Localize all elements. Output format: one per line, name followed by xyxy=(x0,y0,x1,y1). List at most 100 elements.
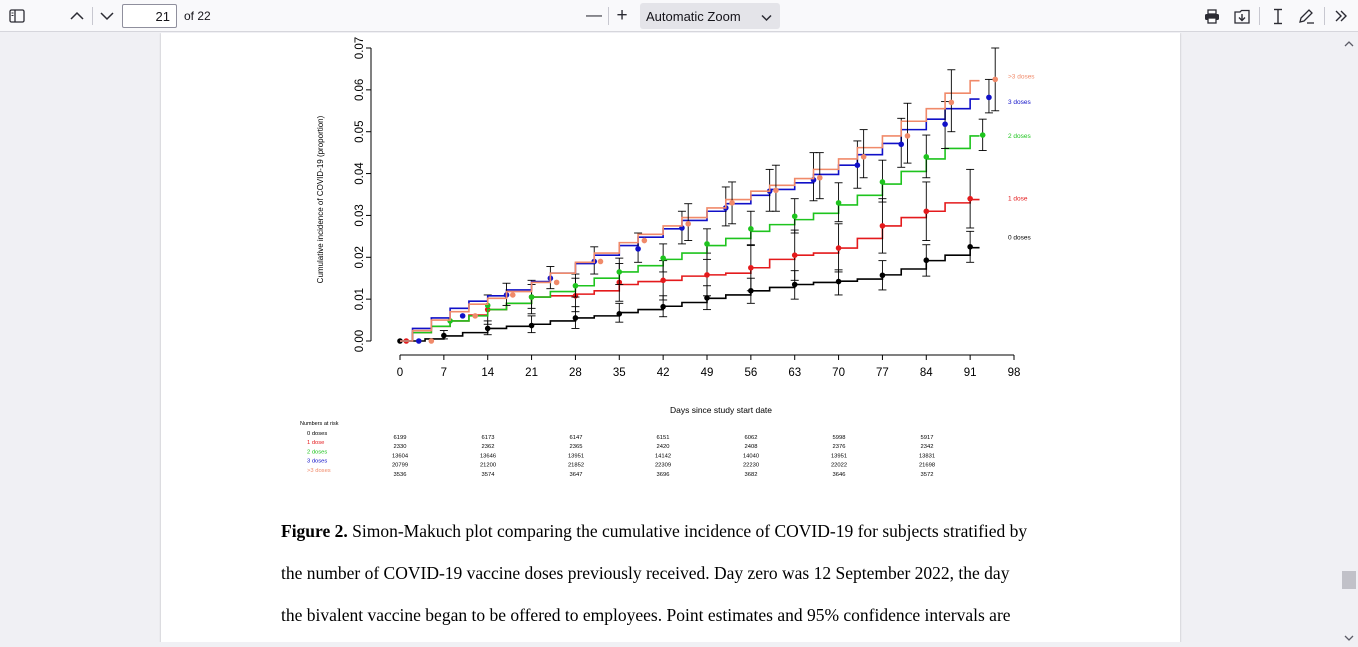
numbers-at-risk-table: Numbers at risk 0 doses 6199 6173 6147 6151 60… xyxy=(300,421,935,478)
data-point xyxy=(791,281,798,288)
data-point xyxy=(472,313,478,319)
print-icon[interactable] xyxy=(1201,4,1223,28)
x-tick-label: 63 xyxy=(788,367,801,379)
pdf-page: 0 7 14 21 28 35 42 49 56 63 70 77 84 91 98 0.00 0.01 0.02… xyxy=(161,33,1180,642)
series-step-line xyxy=(400,135,980,342)
series-step-line xyxy=(400,246,980,342)
y-tick-label: 0.03 xyxy=(354,204,366,226)
zoom-select[interactable]: Automatic Zoom xyxy=(640,3,780,29)
download-icon[interactable] xyxy=(1231,4,1253,28)
data-point xyxy=(835,278,842,285)
more-tools-icon[interactable] xyxy=(1330,4,1352,28)
scroll-down-icon[interactable] xyxy=(1344,629,1354,647)
risk-row-value: 3572 xyxy=(921,472,934,478)
risk-row-label: 0 doses xyxy=(307,431,327,437)
risk-row-value: 6151 xyxy=(657,435,670,441)
scroll-up-icon[interactable] xyxy=(1344,35,1354,53)
risk-row-label: 2 doses xyxy=(307,449,327,455)
y-tick-label: 0.07 xyxy=(354,37,366,59)
data-point xyxy=(704,295,710,301)
data-point xyxy=(860,154,867,160)
risk-row-value: 3696 xyxy=(657,472,670,478)
series-label: 3 doses xyxy=(1008,99,1032,106)
risk-row-value: 2408 xyxy=(745,444,758,450)
y-tick-label: 0.06 xyxy=(354,79,366,101)
chevron-down-icon xyxy=(761,10,772,25)
caption-line-1-text: Simon-Makuch plot comparing the cumulati… xyxy=(347,521,1028,541)
data-point xyxy=(879,272,886,279)
risk-row-value: 3646 xyxy=(833,472,846,478)
data-point xyxy=(660,255,666,261)
risk-row-value: 22022 xyxy=(831,463,847,469)
data-point xyxy=(942,121,948,127)
draw-tool-icon[interactable] xyxy=(1295,4,1317,28)
x-tick-label: 14 xyxy=(481,367,494,379)
y-tick-label: 0.05 xyxy=(354,121,366,143)
data-point xyxy=(948,99,955,106)
previous-page-icon[interactable] xyxy=(66,4,88,28)
caption-label: Figure 2. xyxy=(281,521,348,541)
data-point xyxy=(597,258,604,265)
sidebar-toggle-icon[interactable] xyxy=(6,4,28,28)
data-point xyxy=(904,133,911,139)
toolbar-divider xyxy=(608,7,609,25)
vertical-scrollbar[interactable] xyxy=(1340,33,1358,642)
risk-row-value: 21200 xyxy=(480,463,496,469)
data-point xyxy=(415,338,422,344)
risk-row-value: 3574 xyxy=(482,472,496,478)
data-point xyxy=(748,264,754,271)
caption-line-3: the bivalent vaccine began to be offered… xyxy=(281,605,1011,625)
risk-row-value: 13951 xyxy=(568,453,584,459)
risk-row-value: 21698 xyxy=(919,463,935,469)
risk-row-value: 13831 xyxy=(919,453,935,459)
page-number-input[interactable] xyxy=(122,4,177,28)
zoom-in-button[interactable]: + xyxy=(616,5,628,26)
risk-row-value: 2376 xyxy=(833,444,846,450)
risk-row-value: 2330 xyxy=(394,444,407,450)
x-tick-label: 49 xyxy=(701,367,714,379)
toolbar-divider xyxy=(1259,7,1260,25)
caption-line-2: the number of COVID-19 vaccine doses pre… xyxy=(281,563,1010,583)
x-tick-label: 98 xyxy=(1008,367,1021,379)
y-tick-label: 0.04 xyxy=(354,162,366,185)
zoom-out-button[interactable]: — xyxy=(586,7,602,24)
data-point xyxy=(879,179,886,185)
data-point xyxy=(685,221,692,227)
risk-row-value: 6173 xyxy=(482,435,495,441)
risk-row-value: 14142 xyxy=(655,453,671,459)
y-tick-label: 0.02 xyxy=(354,246,366,268)
risk-row-value: 6147 xyxy=(570,435,583,441)
risk-row-value: 20799 xyxy=(392,463,408,469)
risk-row-value: 5917 xyxy=(921,435,934,441)
series-label: >3 doses xyxy=(1008,74,1035,81)
data-point xyxy=(773,187,779,194)
risk-row-label: >3 doses xyxy=(307,468,331,474)
data-point xyxy=(967,195,973,202)
toolbar-divider xyxy=(1324,7,1325,25)
series-0-doses: 0 doses xyxy=(397,230,1032,344)
y-tick-label: 0.00 xyxy=(354,330,366,352)
x-tick-label: 70 xyxy=(832,367,845,379)
data-point xyxy=(967,244,973,250)
text-tool-icon[interactable] xyxy=(1268,4,1288,28)
data-point xyxy=(635,246,641,252)
risk-row-value: 22309 xyxy=(655,463,671,469)
x-tick-label: 21 xyxy=(525,367,538,379)
data-point xyxy=(979,132,986,138)
data-point xyxy=(879,223,886,229)
data-point xyxy=(729,200,735,206)
risk-row-value: 5998 xyxy=(833,435,846,441)
document-viewer[interactable]: 0 7 14 21 28 35 42 49 56 63 70 77 84 91 98 0.00 0.01 0.02… xyxy=(0,33,1340,642)
next-page-icon[interactable] xyxy=(96,4,118,28)
data-point xyxy=(704,272,710,278)
data-point xyxy=(484,325,491,332)
series-2-doses: 2 doses xyxy=(400,118,1032,342)
y-axis-label: Cumulative incidence of COVID-19 (propor… xyxy=(316,115,325,283)
data-point xyxy=(528,294,535,300)
pdf-toolbar: of 22 — + Automatic Zoom xyxy=(0,0,1358,32)
scrollbar-thumb[interactable] xyxy=(1342,571,1356,589)
x-tick-label: 77 xyxy=(876,367,889,379)
data-point xyxy=(986,94,992,101)
risk-row-label: 1 dose xyxy=(307,440,324,446)
data-point xyxy=(835,245,842,251)
